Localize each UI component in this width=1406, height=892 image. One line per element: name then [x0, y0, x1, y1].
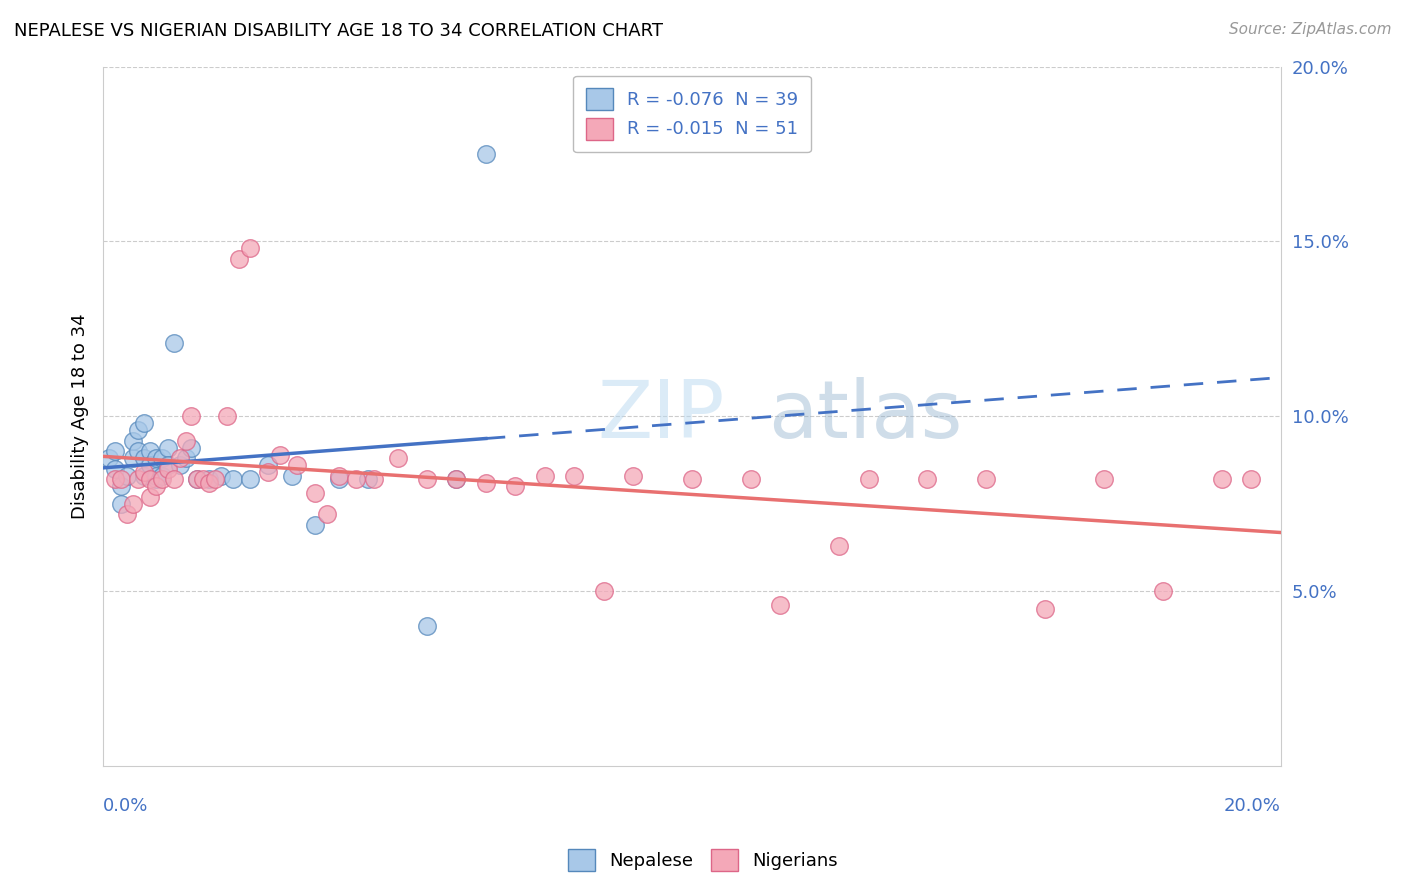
- Point: [127, 472, 149, 486]
- Text: 0.0%: 0.0%: [103, 797, 149, 814]
- Point: [328, 472, 350, 486]
- Point: [304, 517, 326, 532]
- Point: [110, 497, 132, 511]
- Point: [475, 475, 498, 490]
- Point: [1240, 472, 1263, 486]
- Point: [257, 465, 280, 479]
- Point: [150, 468, 173, 483]
- Point: [156, 462, 179, 476]
- Point: [533, 468, 555, 483]
- Point: [209, 468, 232, 483]
- Point: [769, 598, 792, 612]
- Point: [104, 444, 127, 458]
- Point: [198, 472, 221, 486]
- Point: [858, 472, 880, 486]
- Point: [193, 472, 215, 486]
- Text: 20.0%: 20.0%: [1223, 797, 1281, 814]
- Point: [169, 451, 191, 466]
- Point: [186, 472, 208, 486]
- Point: [139, 472, 162, 486]
- Point: [215, 409, 238, 424]
- Legend: Nepalese, Nigerians: Nepalese, Nigerians: [561, 842, 845, 879]
- Point: [1152, 584, 1174, 599]
- Point: [621, 468, 644, 483]
- Y-axis label: Disability Age 18 to 34: Disability Age 18 to 34: [72, 313, 89, 519]
- Point: [269, 448, 291, 462]
- Point: [174, 451, 197, 466]
- Point: [98, 451, 121, 466]
- Point: [180, 409, 202, 424]
- Point: [163, 335, 186, 350]
- Point: [174, 434, 197, 448]
- Legend: R = -0.076  N = 39, R = -0.015  N = 51: R = -0.076 N = 39, R = -0.015 N = 51: [574, 76, 811, 153]
- Point: [328, 468, 350, 483]
- Point: [221, 472, 243, 486]
- Point: [150, 451, 173, 466]
- Point: [681, 472, 703, 486]
- Point: [257, 458, 280, 473]
- Point: [344, 472, 367, 486]
- Point: [287, 458, 309, 473]
- Point: [139, 490, 162, 504]
- Point: [363, 472, 385, 486]
- Point: [104, 462, 127, 476]
- Point: [139, 444, 162, 458]
- Point: [1092, 472, 1115, 486]
- Point: [110, 479, 132, 493]
- Point: [503, 479, 526, 493]
- Point: [127, 423, 149, 437]
- Point: [150, 472, 173, 486]
- Point: [145, 468, 167, 483]
- Point: [110, 472, 132, 486]
- Point: [121, 434, 143, 448]
- Point: [115, 468, 138, 483]
- Point: [416, 619, 439, 633]
- Point: [228, 252, 250, 266]
- Point: [186, 472, 208, 486]
- Point: [357, 472, 380, 486]
- Point: [156, 441, 179, 455]
- Point: [134, 417, 156, 431]
- Point: [562, 468, 585, 483]
- Point: [145, 479, 167, 493]
- Text: NEPALESE VS NIGERIAN DISABILITY AGE 18 TO 34 CORRELATION CHART: NEPALESE VS NIGERIAN DISABILITY AGE 18 T…: [14, 22, 664, 40]
- Point: [134, 468, 156, 483]
- Point: [180, 441, 202, 455]
- Point: [1211, 472, 1233, 486]
- Point: [163, 472, 186, 486]
- Point: [304, 486, 326, 500]
- Point: [204, 472, 226, 486]
- Point: [115, 507, 138, 521]
- Point: [315, 507, 337, 521]
- Point: [740, 472, 762, 486]
- Point: [145, 451, 167, 466]
- Point: [145, 472, 167, 486]
- Point: [976, 472, 998, 486]
- Point: [446, 472, 468, 486]
- Point: [280, 468, 302, 483]
- Point: [156, 458, 179, 473]
- Point: [416, 472, 439, 486]
- Point: [446, 472, 468, 486]
- Point: [127, 444, 149, 458]
- Point: [121, 451, 143, 466]
- Point: [134, 451, 156, 466]
- Point: [104, 472, 127, 486]
- Point: [592, 584, 614, 599]
- Point: [917, 472, 939, 486]
- Point: [239, 472, 262, 486]
- Point: [134, 465, 156, 479]
- Point: [139, 458, 162, 473]
- Point: [475, 147, 498, 161]
- Point: [169, 458, 191, 473]
- Point: [121, 497, 143, 511]
- Point: [387, 451, 409, 466]
- Point: [1033, 601, 1056, 615]
- Point: [239, 242, 262, 256]
- Text: ZIP: ZIP: [598, 377, 725, 455]
- Text: atlas: atlas: [769, 377, 963, 455]
- Point: [198, 475, 221, 490]
- Text: Source: ZipAtlas.com: Source: ZipAtlas.com: [1229, 22, 1392, 37]
- Point: [828, 539, 851, 553]
